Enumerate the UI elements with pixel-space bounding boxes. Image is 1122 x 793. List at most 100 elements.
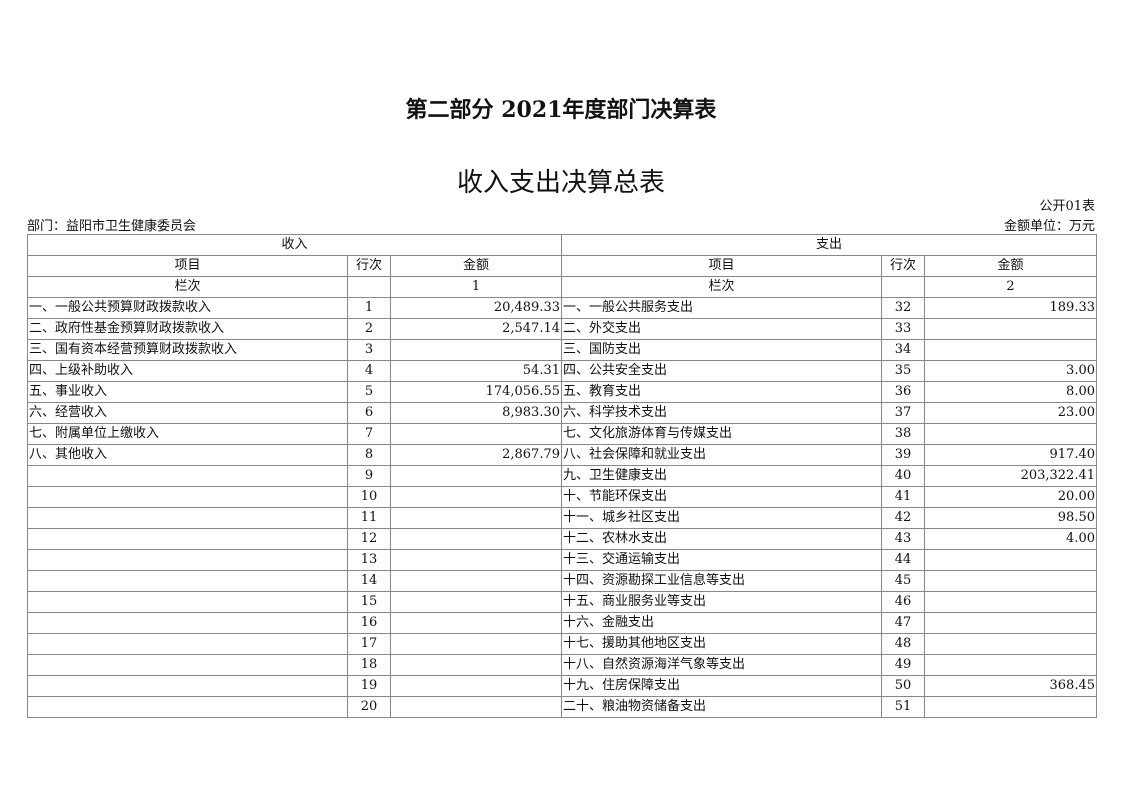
expense-row-number: 45 <box>881 570 925 592</box>
income-amount: 20,489.33 <box>390 297 562 319</box>
income-amount <box>390 549 562 571</box>
income-item: 二、政府性基金预算财政拨款收入 <box>27 318 348 340</box>
income-row-number: 6 <box>347 402 391 424</box>
expense-amount: 917.40 <box>924 444 1097 466</box>
expense-row-number: 38 <box>881 423 925 445</box>
expense-row-number: 36 <box>881 381 925 403</box>
expense-item: 三、国防支出 <box>561 339 882 361</box>
table-row: 20 二十、粮油物资储备支出 51 <box>27 696 1097 718</box>
income-item <box>27 549 348 571</box>
income-amount <box>390 339 562 361</box>
income-item <box>27 591 348 613</box>
expense-amount: 189.33 <box>924 297 1097 319</box>
income-amount <box>390 486 562 508</box>
income-item <box>27 675 348 697</box>
income-item: 五、事业收入 <box>27 381 348 403</box>
income-item <box>27 465 348 487</box>
table-row: 七、附属单位上缴收入 7 七、文化旅游体育与传媒支出 38 <box>27 423 1097 445</box>
income-item: 七、附属单位上缴收入 <box>27 423 348 445</box>
income-row-number: 1 <box>347 297 391 319</box>
expense-amount: 203,322.41 <box>924 465 1097 487</box>
expense-item: 二、外交支出 <box>561 318 882 340</box>
income-row-number: 14 <box>347 570 391 592</box>
income-amount <box>390 423 562 445</box>
income-row-number: 10 <box>347 486 391 508</box>
expense-item: 十三、交通运输支出 <box>561 549 882 571</box>
income-index-label: 栏次 <box>27 276 348 298</box>
table-row: 19 十九、住房保障支出 50 368.45 <box>27 675 1097 697</box>
expense-row-number: 35 <box>881 360 925 382</box>
expense-amount-header: 金额 <box>924 255 1097 277</box>
income-item <box>27 696 348 718</box>
expense-item: 十六、金融支出 <box>561 612 882 634</box>
expense-row-number: 33 <box>881 318 925 340</box>
expense-row-number: 50 <box>881 675 925 697</box>
table-row: 16 十六、金融支出 47 <box>27 612 1097 634</box>
expense-row-number: 51 <box>881 696 925 718</box>
expense-row-number: 40 <box>881 465 925 487</box>
income-row-number: 8 <box>347 444 391 466</box>
expense-item: 十五、商业服务业等支出 <box>561 591 882 613</box>
expense-item: 十二、农林水支出 <box>561 528 882 550</box>
expense-row-number: 44 <box>881 549 925 571</box>
income-row-number: 16 <box>347 612 391 634</box>
expense-amount <box>924 570 1097 592</box>
expense-item: 九、卫生健康支出 <box>561 465 882 487</box>
expense-amount: 98.50 <box>924 507 1097 529</box>
expense-amount: 3.00 <box>924 360 1097 382</box>
expense-row-number: 39 <box>881 444 925 466</box>
table-row: 9 九、卫生健康支出 40 203,322.41 <box>27 465 1097 487</box>
expense-item: 五、教育支出 <box>561 381 882 403</box>
income-amount: 174,056.55 <box>390 381 562 403</box>
income-item: 四、上级补助收入 <box>27 360 348 382</box>
income-amount <box>390 654 562 676</box>
table-row: 二、政府性基金预算财政拨款收入 2 2,547.14 二、外交支出 33 <box>27 318 1097 340</box>
column-header-row: 项目 行次 金额 项目 行次 金额 <box>27 255 1097 277</box>
expense-amount <box>924 549 1097 571</box>
income-header: 收入 <box>27 234 562 256</box>
table-row: 三、国有资本经营预算财政拨款收入 3 三、国防支出 34 <box>27 339 1097 361</box>
expense-amount: 23.00 <box>924 402 1097 424</box>
column-index-row: 栏次 1 栏次 2 <box>27 276 1097 298</box>
expense-item: 一、一般公共服务支出 <box>561 297 882 319</box>
expense-index-label: 栏次 <box>561 276 882 298</box>
table-row: 五、事业收入 5 174,056.55 五、教育支出 36 8.00 <box>27 381 1097 403</box>
table-row: 10 十、节能环保支出 41 20.00 <box>27 486 1097 508</box>
income-amount <box>390 570 562 592</box>
table-row: 一、一般公共预算财政拨款收入 1 20,489.33 一、一般公共服务支出 32 189.… <box>27 297 1097 319</box>
expense-amount: 368.45 <box>924 675 1097 697</box>
income-amount: 2,867.79 <box>390 444 562 466</box>
income-amount <box>390 675 562 697</box>
income-item-header: 项目 <box>27 255 348 277</box>
section-header-row: 收入 支出 <box>27 234 1097 256</box>
table-row: 17 十七、援助其他地区支出 48 <box>27 633 1097 655</box>
expense-row-header: 行次 <box>881 255 925 277</box>
table-row: 15 十五、商业服务业等支出 46 <box>27 591 1097 613</box>
expense-amount <box>924 654 1097 676</box>
expense-amount <box>924 318 1097 340</box>
expense-amount: 4.00 <box>924 528 1097 550</box>
income-amount <box>390 696 562 718</box>
income-item <box>27 528 348 550</box>
income-item <box>27 633 348 655</box>
expense-item: 二十、粮油物资储备支出 <box>561 696 882 718</box>
income-row-number: 17 <box>347 633 391 655</box>
table-row: 14 十四、资源勘探工业信息等支出 45 <box>27 570 1097 592</box>
table-row: 六、经营收入 6 8,983.30 六、科学技术支出 37 23.00 <box>27 402 1097 424</box>
table-row: 13 十三、交通运输支出 44 <box>27 549 1097 571</box>
table-row: 11 十一、城乡社区支出 42 98.50 <box>27 507 1097 529</box>
expense-amount <box>924 423 1097 445</box>
expense-amount <box>924 339 1097 361</box>
expense-col-index: 2 <box>924 276 1097 298</box>
expense-item-header: 项目 <box>561 255 882 277</box>
income-col-index: 1 <box>390 276 562 298</box>
page-title: 第二部分 2021年度部门决算表 <box>405 97 717 123</box>
expense-amount <box>924 633 1097 655</box>
table-row: 八、其他收入 8 2,867.79 八、社会保障和就业支出 39 917.40 <box>27 444 1097 466</box>
expense-amount: 20.00 <box>924 486 1097 508</box>
expense-amount <box>924 696 1097 718</box>
table-row: 四、上级补助收入 4 54.31 四、公共安全支出 35 3.00 <box>27 360 1097 382</box>
income-row-number: 2 <box>347 318 391 340</box>
expense-index-blank <box>881 276 925 298</box>
expense-header: 支出 <box>561 234 1097 256</box>
